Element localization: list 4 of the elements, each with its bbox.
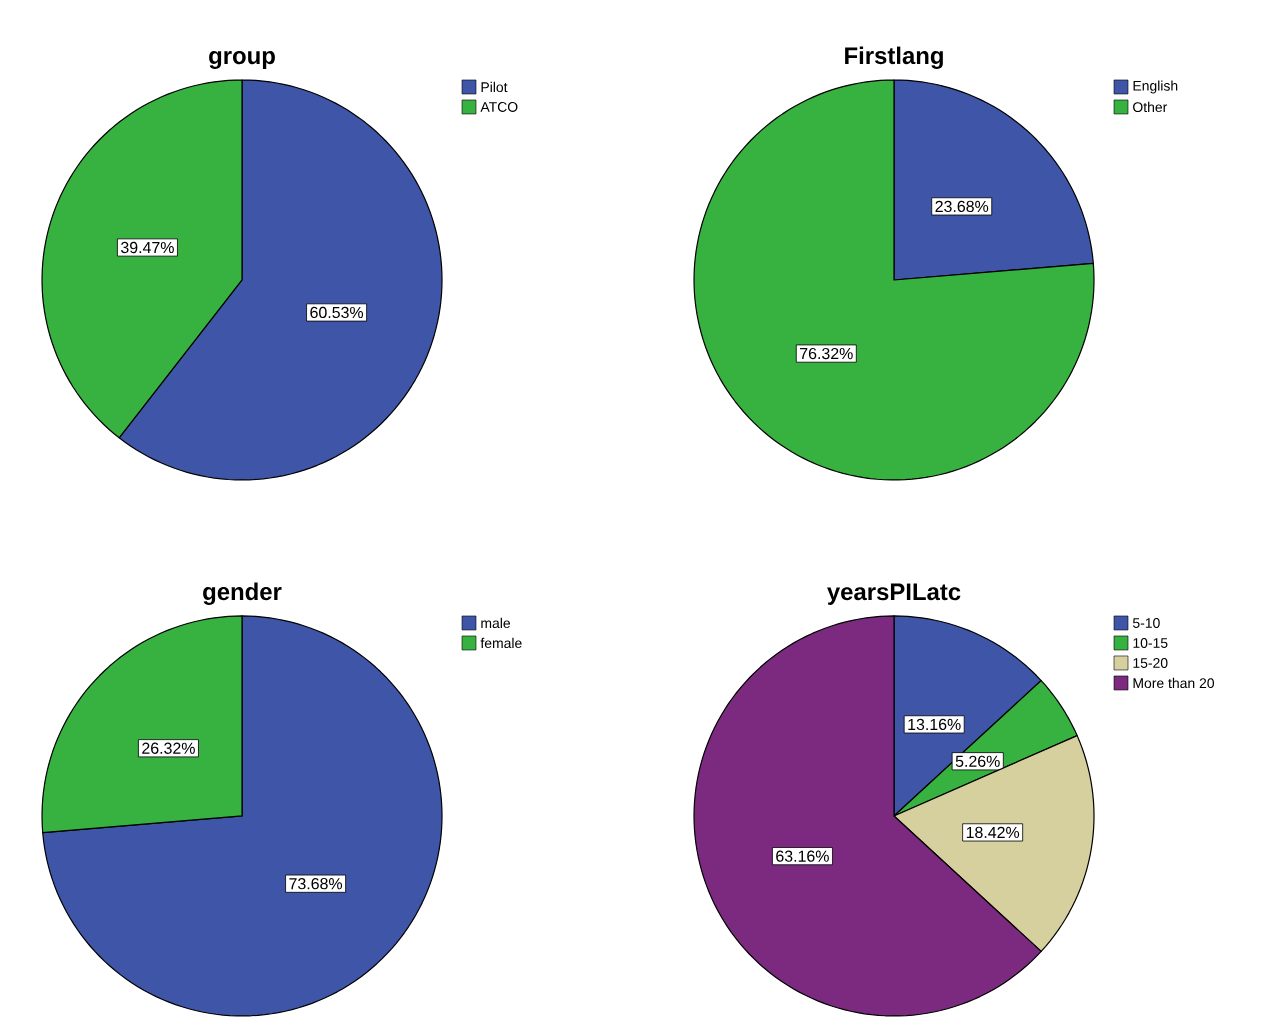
- chart-title: group: [209, 51, 275, 69]
- chart-title: Firstlang: [845, 46, 943, 69]
- chart-title: gender: [203, 582, 282, 605]
- chart-title: yearsPILatc: [827, 583, 961, 605]
